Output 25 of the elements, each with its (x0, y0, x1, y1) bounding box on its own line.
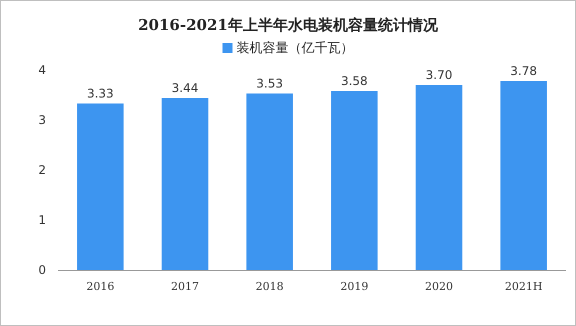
x-tick-label: 2018 (256, 280, 284, 293)
bar (500, 81, 547, 270)
bar (246, 94, 293, 270)
y-tick-label: 0 (38, 263, 46, 277)
x-tick-label: 2016 (86, 280, 114, 293)
bar (416, 85, 462, 270)
data-label: 3.58 (340, 74, 368, 88)
data-label: 3.33 (86, 86, 114, 100)
data-label: 3.53 (256, 76, 284, 90)
x-tick-label: 2021H (504, 280, 542, 293)
bar (331, 91, 378, 270)
data-label: 3.70 (426, 68, 452, 82)
y-tick-label: 4 (38, 63, 46, 77)
data-label: 3.78 (510, 64, 538, 78)
bar (162, 98, 208, 270)
y-tick-label: 2 (38, 163, 46, 177)
legend-label: 装机容量（亿千瓦） (236, 40, 354, 56)
x-tick-label: 2019 (340, 280, 368, 293)
bar (77, 104, 124, 270)
chart-title: 2016-2021年上半年水电装机容量统计情况 (138, 16, 439, 34)
y-tick-label: 1 (38, 213, 46, 227)
x-tick-label: 2020 (425, 280, 453, 293)
y-tick-label: 3 (38, 113, 46, 127)
x-tick-label: 2017 (171, 280, 199, 293)
data-label: 3.44 (172, 81, 198, 95)
